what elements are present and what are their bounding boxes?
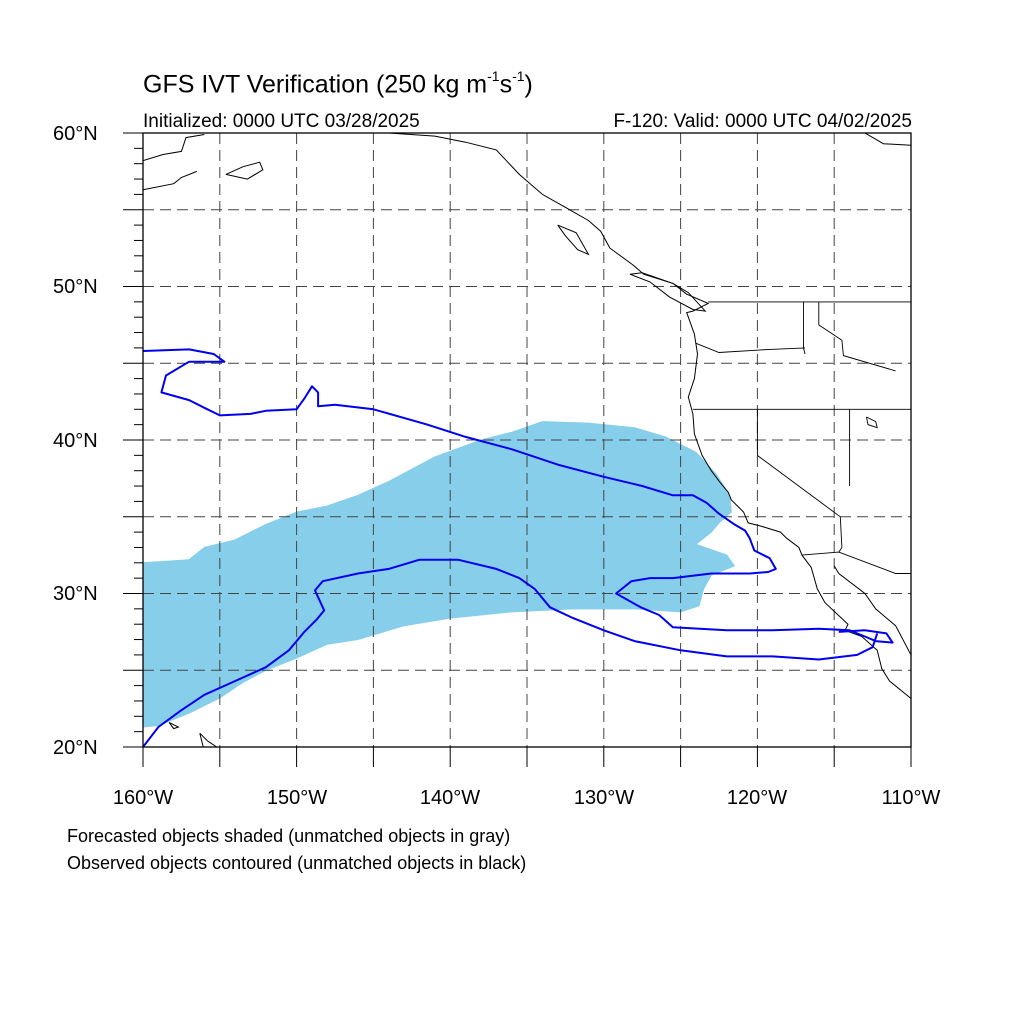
political-border <box>801 551 911 574</box>
political-border <box>803 301 806 355</box>
lon-label-140w: 140°W <box>419 787 481 809</box>
coastline <box>168 721 180 730</box>
title-end: ) <box>524 70 533 99</box>
lat-label-40: 40°N <box>53 430 98 452</box>
coastline <box>629 272 707 312</box>
lon-label-150w: 150°W <box>266 787 328 809</box>
political-border <box>818 301 896 372</box>
chart-title: GFS IVT Verification (250 kg m-1s-1) <box>143 68 533 99</box>
coastline <box>864 133 911 146</box>
observed-object-contour <box>143 558 879 747</box>
lon-label-110w: 110°W <box>881 787 941 809</box>
lon-label-130w: 130°W <box>573 787 635 809</box>
lon-label-120w: 120°W <box>726 787 788 809</box>
political-border <box>866 416 878 429</box>
title-exponent-1: -1 <box>487 68 500 84</box>
tick-layer <box>123 132 912 767</box>
coastline <box>199 732 218 747</box>
lat-label-30: 30°N <box>53 583 98 605</box>
coastline <box>833 565 911 678</box>
forecast-object-shape <box>143 421 736 728</box>
coastline <box>327 133 911 700</box>
observed-object-contour <box>143 348 894 644</box>
political-border <box>695 342 806 353</box>
coastline <box>557 224 590 256</box>
coastline-layer <box>143 133 911 747</box>
title-mid: s <box>499 70 513 99</box>
valid-time: F-120: Valid: 0000 UTC 04/02/2025 <box>613 111 912 132</box>
observed-contour-layer <box>143 348 894 747</box>
coastline <box>143 170 197 191</box>
title-exponent-2: -1 <box>512 68 525 84</box>
political-border <box>838 516 843 553</box>
init-time: Initialized: 0000 UTC 03/28/2025 <box>143 111 420 132</box>
lon-label-160w: 160°W <box>112 787 174 809</box>
forecast-layer <box>143 421 736 728</box>
lat-label-50: 50°N <box>53 276 98 298</box>
lat-label-60: 60°N <box>53 123 98 145</box>
legend-forecast-note: Forecasted objects shaded (unmatched obj… <box>67 826 511 846</box>
lat-label-20: 20°N <box>53 737 98 759</box>
title-main: GFS IVT Verification (250 kg m <box>143 70 488 99</box>
coastline <box>143 134 205 162</box>
political-border <box>756 409 841 518</box>
legend-observed-note: Observed objects contoured (unmatched ob… <box>67 853 527 873</box>
coastline <box>225 161 264 180</box>
grid-layer <box>143 133 911 747</box>
